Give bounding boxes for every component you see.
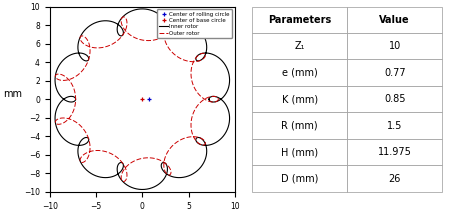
Outer rotor: [194, 60, 199, 63]
Outer rotor: [207, 95, 213, 98]
Outer rotor: [216, 98, 221, 100]
Outer rotor: [85, 40, 91, 43]
Inner rotor: [206, 98, 211, 100]
Inner rotor: [199, 58, 204, 61]
Y-axis label: mm: mm: [3, 89, 22, 99]
Inner rotor: [206, 98, 211, 100]
Outer rotor: [121, 180, 126, 183]
Inner rotor: [73, 52, 79, 55]
Legend: Center of rolling circle, Center of base circle, Inner rotor, Outer rotor: Center of rolling circle, Center of base…: [157, 9, 232, 38]
Outer rotor: [164, 23, 170, 26]
Outer rotor: [121, 15, 126, 18]
Inner rotor: [166, 22, 172, 24]
X-axis label: mm: mm: [133, 216, 152, 218]
Inner rotor: [79, 57, 84, 60]
Inner rotor: [204, 147, 209, 149]
Line: Inner rotor: Inner rotor: [55, 9, 229, 189]
Inner rotor: [215, 96, 220, 98]
Line: Outer rotor: Outer rotor: [55, 17, 218, 182]
Inner rotor: [140, 8, 145, 10]
Outer rotor: [67, 78, 72, 81]
Outer rotor: [181, 137, 186, 140]
Inner rotor: [140, 188, 145, 191]
Outer rotor: [216, 98, 221, 100]
